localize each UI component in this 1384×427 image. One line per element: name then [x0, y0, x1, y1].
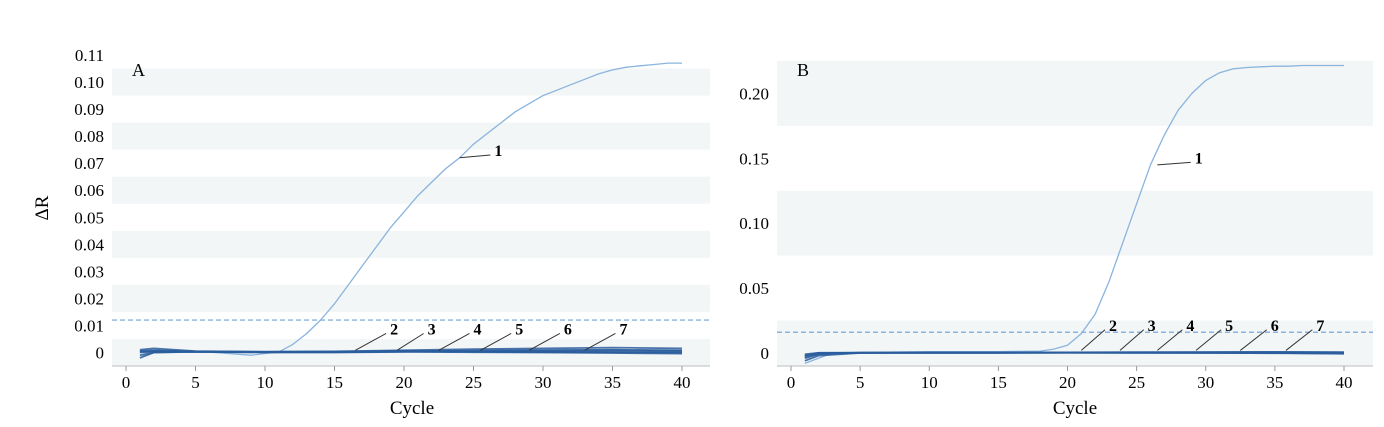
series-line-7: [804, 351, 1345, 357]
grid-bands-a: [112, 68, 710, 366]
curve-label: 3: [1148, 318, 1156, 335]
grid-band: [112, 176, 710, 204]
y-tick-label: 0: [96, 343, 105, 362]
curve-label: 4: [474, 321, 482, 338]
x-tick-label: 0: [122, 373, 131, 392]
x-tick-label: 15: [990, 373, 1007, 392]
y-tick-label: 0.06: [74, 181, 104, 200]
y-ticks-b: 0 0.05 0.10 0.15 0.20: [739, 84, 769, 363]
y-tick-label: 0.10: [74, 73, 104, 92]
curve-label: 5: [515, 321, 523, 338]
annotation-leader: [396, 333, 424, 351]
annotation-leader: [355, 333, 387, 351]
y-tick-label: 0.02: [74, 289, 104, 308]
y-tick-label: 0.05: [739, 279, 769, 298]
curve-label: 7: [1316, 318, 1324, 335]
x-tick-label: 40: [1336, 373, 1353, 392]
x-tick-label: 30: [535, 373, 552, 392]
curve-label: 6: [564, 321, 572, 338]
y-tick-label: 0.05: [74, 208, 104, 227]
panel-a: 1 2 3 4 5 6 7 0 5 10 15 20 25 30 35 40 0 0.01 0.02 0.03 0.…: [74, 46, 710, 419]
curve-label: 6: [1271, 318, 1279, 335]
x-tick-label: 35: [604, 373, 621, 392]
x-tick-label: 40: [674, 373, 691, 392]
annotation-leader: [438, 333, 470, 351]
y-tick-label: 0: [761, 344, 770, 363]
plot-frame-a: [112, 48, 710, 366]
y-ticks-a: 0 0.01 0.02 0.03 0.04 0.05 0.06 0.07 0.08 0.09 0.1…: [74, 46, 104, 362]
annotation-leader: [1240, 329, 1268, 351]
x-axis-title-a: Cycle: [390, 398, 434, 419]
x-tick-label: 0: [787, 373, 796, 392]
x-tick-label: 10: [921, 373, 938, 392]
series-a: [139, 62, 683, 359]
grid-band: [112, 230, 710, 258]
curve-label: 1: [1195, 150, 1203, 167]
grid-band: [777, 60, 1373, 126]
grid-band: [777, 320, 1373, 366]
annotation-leader: [1195, 329, 1222, 351]
annotation-leader: [1157, 329, 1183, 351]
series-line-7: [139, 348, 683, 353]
x-tick-label: 35: [1266, 373, 1283, 392]
x-tick-label: 20: [396, 373, 413, 392]
series-line-1: [139, 62, 682, 356]
annotation-leader: [480, 333, 512, 351]
curve-label: 2: [1109, 318, 1117, 335]
annotation-leader: [1157, 161, 1191, 166]
y-tick-label: 0.11: [75, 46, 104, 65]
annotation-leader: [584, 333, 616, 351]
curve-label: 2: [390, 321, 398, 338]
curve-label: 3: [428, 321, 436, 338]
y-tick-label: 0.09: [74, 100, 104, 119]
x-tick-label: 15: [326, 373, 343, 392]
annotation-leader: [459, 154, 491, 159]
x-ticks-a: 0 5 10 15 20 25 30 35 40: [122, 366, 691, 392]
grid-band: [112, 284, 710, 312]
y-tick-label: 0.20: [739, 84, 769, 103]
x-tick-label: 30: [1197, 373, 1214, 392]
x-ticks-b: 0 5 10 15 20 25 30 35 40: [787, 366, 1353, 392]
x-tick-label: 10: [257, 373, 274, 392]
annotation-leader: [1119, 329, 1145, 351]
x-tick-label: 25: [465, 373, 482, 392]
panel-label-a: A: [132, 60, 145, 80]
y-tick-label: 0.10: [739, 214, 769, 233]
y-tick-label: 0.15: [739, 149, 769, 168]
annotation-leader: [1080, 329, 1106, 351]
x-tick-label: 20: [1059, 373, 1076, 392]
x-axis-title-b: Cycle: [1053, 398, 1097, 419]
series-line-1: [804, 64, 1344, 365]
curve-label: 4: [1186, 318, 1194, 335]
grid-band: [112, 68, 710, 96]
y-tick-label: 0.01: [74, 316, 104, 335]
curve-label: 5: [1225, 318, 1233, 335]
y-tick-label: 0.04: [74, 235, 104, 254]
x-tick-label: 25: [1128, 373, 1145, 392]
annotations-b: 1 2 3 4 5 6 7: [1080, 150, 1324, 351]
annotation-leader: [528, 333, 561, 351]
y-axis-title: ΔR: [32, 195, 53, 220]
grid-band: [777, 190, 1373, 256]
annotations-a: 1 2 3 4 5 6 7: [355, 143, 627, 351]
x-tick-label: 5: [191, 373, 200, 392]
panel-b: 1 2 3 4 5 6 7 0 5 10 15 20 25 30 35 40 0 0.05 0.10 0.15 0.…: [739, 48, 1373, 419]
y-tick-label: 0.03: [74, 262, 104, 281]
series-b: [804, 64, 1345, 365]
curve-label: 1: [494, 143, 502, 160]
grid-band: [112, 122, 710, 150]
panel-label-b: B: [797, 60, 809, 80]
x-tick-label: 5: [856, 373, 865, 392]
curve-label: 7: [619, 321, 627, 338]
y-tick-label: 0.07: [74, 154, 104, 173]
y-tick-label: 0.08: [74, 127, 104, 146]
grid-bands-b: [777, 60, 1373, 366]
annotation-leader: [1285, 329, 1313, 351]
